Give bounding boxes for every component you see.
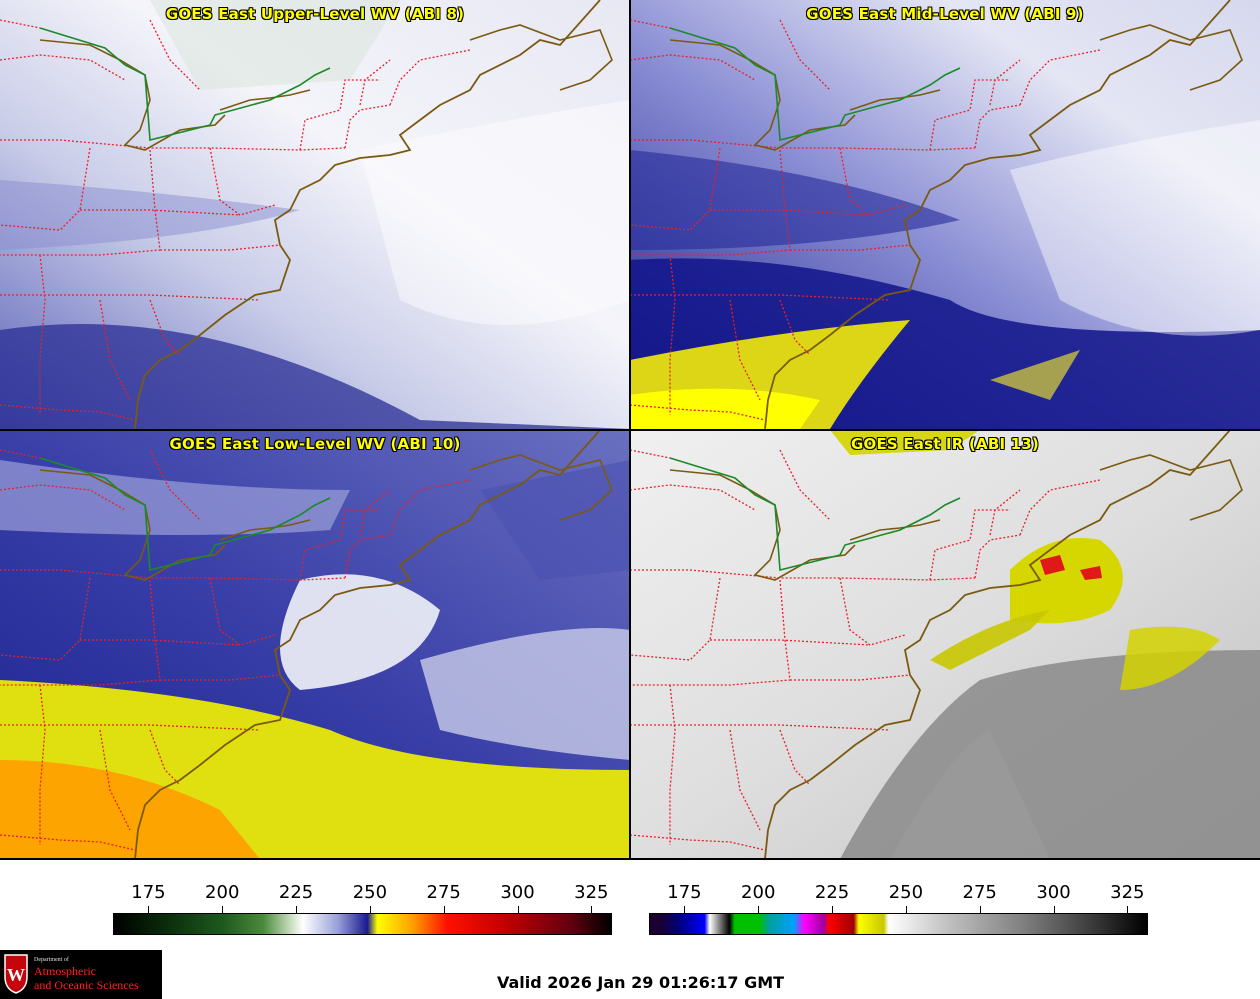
colorbar-tick-mark	[148, 906, 150, 913]
aos-logo: W Department of Atmospheric and Oceanic …	[0, 950, 162, 999]
colorbar-ir: 175 200 225 250 275 300 325	[649, 870, 1148, 940]
colorbar-tick-label: 200	[741, 882, 776, 903]
panel-ir: GOES East IR (ABI 13)	[630, 430, 1260, 859]
colorbar-wv: 175 200 225 250 275 300 325	[113, 870, 612, 940]
panel-bottom-border	[0, 858, 1260, 860]
colorbar-tick-label: 300	[500, 882, 535, 903]
colorbar-tick-label: 250	[352, 882, 388, 903]
colorbar-tick-label: 300	[1036, 882, 1071, 903]
colorbar-tick-mark	[369, 906, 371, 913]
map-mid-level-wv	[630, 0, 1260, 429]
colorbar-tick-label: 250	[888, 882, 924, 903]
colorbar-tick-label: 175	[667, 882, 702, 903]
valid-time-label: Valid 2026 Jan 29 01:26:17 GMT	[497, 973, 785, 992]
panel-divider-horizontal	[0, 429, 1260, 431]
colorbar-tick-mark	[296, 906, 298, 913]
colorbar-ir-gradient	[649, 913, 1148, 935]
colorbar-tick-mark	[905, 906, 907, 913]
colorbar-tick-label: 325	[574, 882, 609, 903]
colorbar-tick-label: 225	[278, 882, 314, 903]
svg-text:W: W	[7, 965, 25, 985]
logo-line1: Atmospheric	[34, 964, 96, 978]
colorbar-tick-label: 200	[205, 882, 240, 903]
colorbar-wv-ticks: 175 200 225 250 275 300 325	[113, 870, 612, 913]
logo-dept-text: Department of	[34, 957, 69, 963]
map-low-level-wv	[0, 430, 630, 859]
colorbar-tick-label: 325	[1110, 882, 1145, 903]
uw-crest-icon: W	[4, 954, 28, 994]
panel-mid-level-wv: GOES East Mid-Level WV (ABI 9)	[630, 0, 1260, 429]
colorbar-tick-label: 225	[814, 882, 850, 903]
colorbar-tick-label: 275	[426, 882, 461, 903]
colorbar-tick-mark	[979, 906, 981, 913]
colorbar-tick-label: 275	[962, 882, 997, 903]
colorbar-tick-mark	[591, 906, 593, 913]
colorbar-tick-mark	[1053, 906, 1055, 913]
map-upper-level-wv	[0, 0, 630, 429]
colorbar-tick-mark	[832, 906, 834, 913]
colorbar-tick-mark	[684, 906, 686, 913]
colorbar-tick-mark	[758, 906, 760, 913]
colorbar-tick-mark	[1127, 906, 1129, 913]
colorbar-tick-mark	[517, 906, 519, 913]
colorbar-tick-mark	[443, 906, 445, 913]
map-ir	[630, 430, 1260, 859]
colorbar-ir-ticks: 175 200 225 250 275 300 325	[649, 870, 1148, 913]
panel-title: GOES East IR (ABI 13)	[850, 435, 1039, 453]
panel-low-level-wv: GOES East Low-Level WV (ABI 10)	[0, 430, 630, 859]
panel-title: GOES East Low-Level WV (ABI 10)	[169, 435, 461, 453]
panel-title: GOES East Mid-Level WV (ABI 9)	[806, 5, 1084, 23]
panel-upper-level-wv: GOES East Upper-Level WV (ABI 8)	[0, 0, 630, 429]
colorbar-tick-label: 175	[131, 882, 166, 903]
colorbar-wv-gradient	[113, 913, 612, 935]
panel-title: GOES East Upper-Level WV (ABI 8)	[165, 5, 465, 23]
logo-line2: and Oceanic Sciences	[34, 978, 139, 992]
colorbar-tick-mark	[222, 906, 224, 913]
